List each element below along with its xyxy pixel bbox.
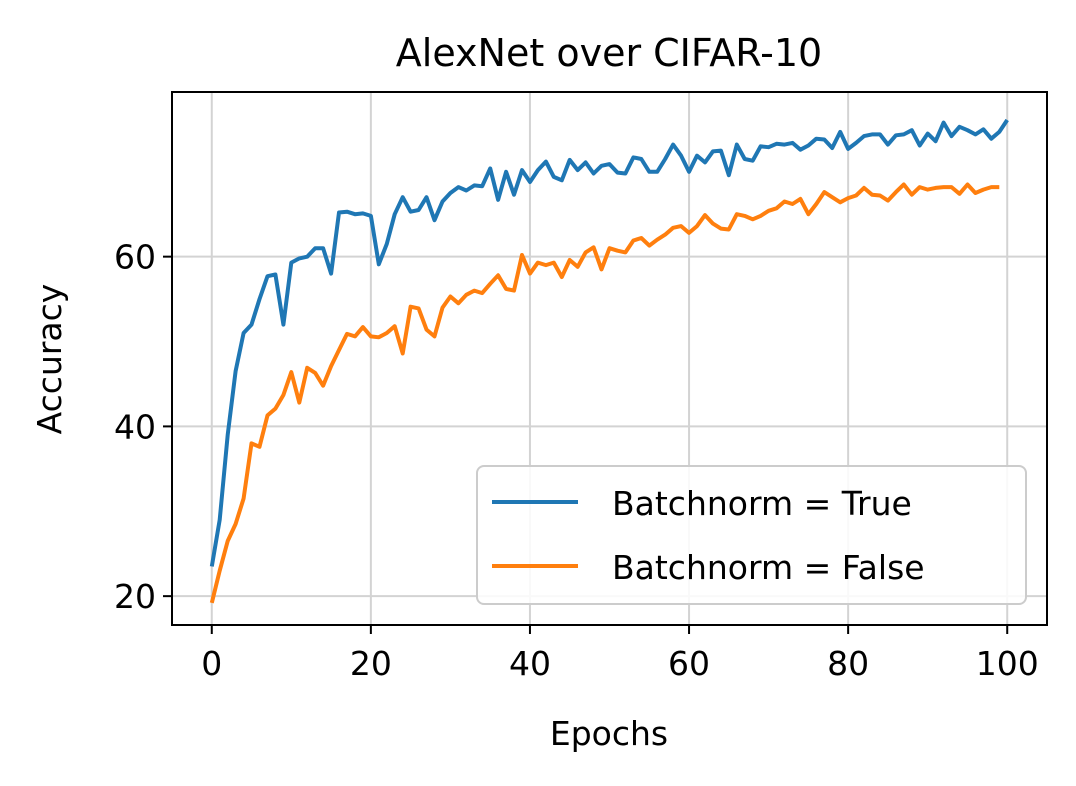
plot-frame: [171, 91, 1048, 626]
legend: Batchnorm = True Batchnorm = False: [476, 465, 1027, 605]
series-line-batchnorm-false: [209, 182, 1000, 604]
legend-box: [476, 465, 1027, 605]
x-tick-label: 0: [201, 644, 222, 683]
legend-label-batchnorm-true: Batchnorm = True: [612, 484, 912, 523]
chart-title: AlexNet over CIFAR-10: [396, 31, 822, 75]
legend-label-batchnorm-false: Batchnorm = False: [612, 548, 925, 587]
x-tick-label: 80: [827, 644, 869, 683]
x-tick-label: 20: [350, 644, 392, 683]
x-tick-label: 40: [509, 644, 551, 683]
series-layer: [209, 118, 1009, 604]
tick-layer: 0 20 40 60 80 100 20 40 60: [114, 238, 1039, 683]
y-tick-label: 20: [114, 577, 156, 616]
x-tick-label: 100: [976, 644, 1039, 683]
y-tick-label: 60: [114, 238, 156, 277]
x-tick-label: 60: [668, 644, 710, 683]
series-line-batchnorm-true: [209, 118, 1009, 567]
y-tick-label: 40: [114, 407, 156, 446]
x-axis-label: Epochs: [550, 714, 668, 753]
y-axis-label: Accuracy: [30, 284, 69, 435]
